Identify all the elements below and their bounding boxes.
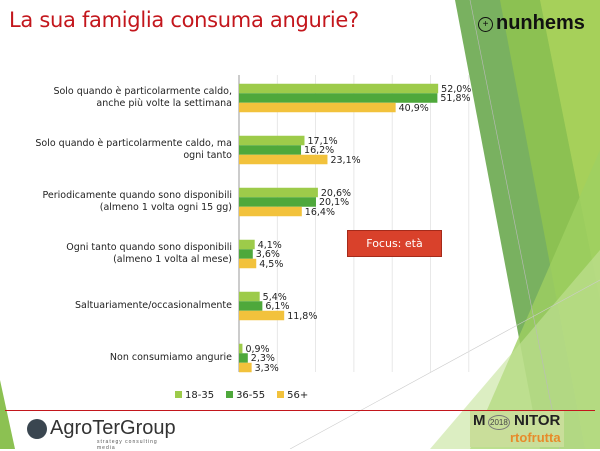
bar-36-55 xyxy=(239,301,263,311)
data-label: 16,2% xyxy=(304,145,335,157)
focus-badge: Focus: età xyxy=(347,230,442,257)
data-label: 16,4% xyxy=(304,206,335,218)
data-label: 6,1% xyxy=(265,301,290,313)
data-label: 2,3% xyxy=(250,353,275,365)
bar-18-35 xyxy=(239,343,243,354)
agrotergroup-logo: AgroTerGroup strategy consulting media xyxy=(27,417,176,451)
legend-item-36-55: 36-55 xyxy=(226,390,265,401)
bar-18-35 xyxy=(239,187,318,198)
data-label: 5,4% xyxy=(262,291,287,303)
bar-56+ xyxy=(239,206,302,217)
nunhems-logo: + nunhems xyxy=(478,12,585,35)
data-label: 4,5% xyxy=(259,258,284,270)
data-label: 3,6% xyxy=(255,249,280,261)
bar-56+ xyxy=(239,102,396,113)
bar-18-35 xyxy=(239,291,260,302)
data-label: 51,8% xyxy=(440,93,471,105)
data-label: 17,1% xyxy=(307,135,338,147)
globe-icon xyxy=(27,418,47,439)
bar-18-35 xyxy=(239,135,305,146)
category-label: Non consumiamo angurie xyxy=(109,352,232,363)
bar-36-55 xyxy=(239,249,253,259)
data-label: 3,3% xyxy=(254,362,279,374)
bar-56+ xyxy=(239,362,252,373)
category-label: Ogni tanto quando sono disponibili (almen… xyxy=(66,242,232,265)
bayer-cross-icon: + xyxy=(478,17,493,32)
data-label: 20,1% xyxy=(318,197,350,209)
category-label: Solo quando è particolarmente caldo, anch… xyxy=(53,86,232,109)
category-label: Periodicamente quando sono disponibili (a… xyxy=(42,190,232,213)
brand-name: nunhems xyxy=(496,12,585,34)
data-label: 11,8% xyxy=(287,310,318,322)
bar-36-55 xyxy=(239,353,248,363)
legend-item-18-35: 18-35 xyxy=(175,390,214,401)
legend-item-56plus: 56+ xyxy=(277,390,308,401)
data-label: 4,1% xyxy=(257,239,282,251)
monitor-ortofrutta-logo: M 2018 NITOR rtofrutta xyxy=(470,411,564,447)
bar-18-35 xyxy=(239,239,255,250)
data-label: 20,6% xyxy=(320,187,352,199)
bar-36-55 xyxy=(239,197,316,207)
chart-legend: 18-35 36-55 56+ xyxy=(175,390,308,401)
footer-divider xyxy=(5,410,595,411)
data-label: 52,0% xyxy=(441,83,472,95)
category-label: Solo quando è particolarmente caldo, ma o… xyxy=(35,138,232,161)
bar-56+ xyxy=(239,154,328,165)
data-label: 23,1% xyxy=(330,154,361,166)
page-title: La sua famiglia consuma angurie? xyxy=(9,8,359,32)
data-label: 40,9% xyxy=(398,102,429,114)
bar-36-55 xyxy=(239,145,302,155)
data-label: 0,9% xyxy=(245,343,270,355)
bar-36-55 xyxy=(239,93,438,103)
category-label: Saltuariamente/occasionalmente xyxy=(75,300,232,311)
bar-56+ xyxy=(239,310,285,321)
bar-56+ xyxy=(239,258,257,269)
bar-18-35 xyxy=(239,83,439,94)
